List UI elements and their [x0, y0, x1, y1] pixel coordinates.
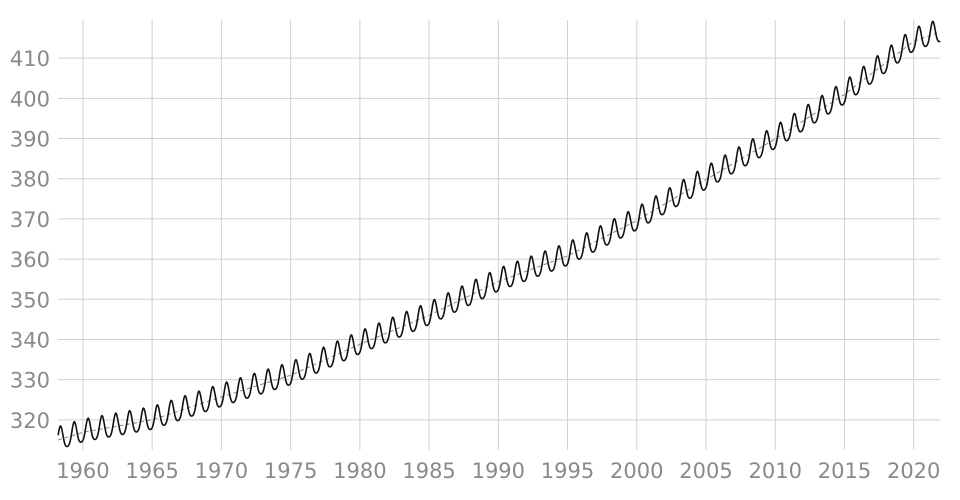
x-tick-label: 2010 [749, 459, 802, 483]
x-tick-label: 1980 [333, 459, 386, 483]
y-gridlines [58, 57, 940, 421]
x-tick-label: 1970 [195, 459, 248, 483]
x-tick-label: 1975 [264, 459, 317, 483]
y-tick-label: 340 [10, 328, 50, 352]
y-tick-label: 320 [10, 409, 50, 433]
x-tick-label: 1960 [56, 459, 109, 483]
y-tick-label: 370 [10, 208, 50, 232]
x-tick-label: 2000 [610, 459, 663, 483]
trend-series-group [57, 32, 938, 441]
y-tick-label: 350 [10, 288, 50, 312]
x-tick-label: 1995 [541, 459, 594, 483]
x-tick-label: 1965 [125, 459, 178, 483]
x-tick-label: 1990 [472, 459, 525, 483]
y-tick-label: 390 [10, 128, 50, 152]
y-tick-label: 360 [10, 248, 50, 272]
measured-line [57, 20, 941, 448]
measured-series-group [57, 20, 941, 448]
x-gridlines [82, 20, 915, 450]
y-tick-label: 400 [10, 87, 50, 111]
y-tick-label: 410 [10, 47, 50, 71]
trend-line [57, 32, 938, 441]
x-tick-label: 2020 [887, 459, 940, 483]
y-tick-label: 380 [10, 168, 50, 192]
x-tick-labels: 1960 1965 1970 1975 1980 1985 1990 1995 2000 2005… [56, 459, 940, 483]
x-tick-label: 1985 [402, 459, 455, 483]
x-tick-label: 2015 [818, 459, 871, 483]
x-tick-label: 2005 [679, 459, 732, 483]
y-tick-labels: 320 330 340 350 360 370 380 390 400 410 [10, 47, 50, 433]
y-tick-label: 330 [10, 369, 50, 393]
